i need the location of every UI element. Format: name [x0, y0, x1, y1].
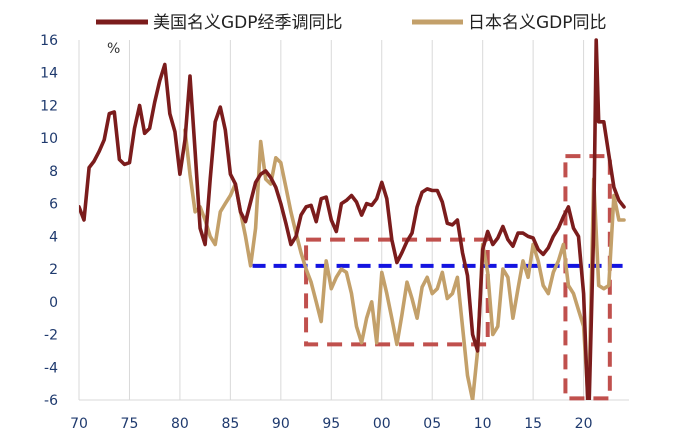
legend-label-japan: 日本名义GDP同比 [468, 13, 607, 33]
x-tick-label: 80 [171, 416, 189, 432]
x-tick-label: 90 [272, 416, 290, 432]
x-tick-label: 20 [575, 416, 593, 432]
x-tick-label: 15 [524, 416, 542, 432]
series-layer [79, 38, 626, 400]
x-tick-label: 85 [221, 416, 239, 432]
series-line-japan [183, 128, 626, 400]
y-tick-label: 16 [40, 33, 58, 49]
y-tick-label: -6 [44, 393, 58, 409]
y-tick-label: -4 [44, 360, 58, 376]
series-line-us [79, 38, 626, 400]
x-tick-label: 75 [121, 416, 139, 432]
y-tick-label: 8 [49, 164, 58, 180]
x-axis: 70 75 80 85 90 95 00 05 10 15 20 [70, 399, 629, 432]
y-unit-label: % [107, 41, 120, 57]
y-tick-label: 12 [40, 98, 58, 114]
x-tick-label: 10 [474, 416, 492, 432]
y-tick-label: 10 [40, 131, 58, 147]
y-tick-label: -2 [44, 328, 58, 344]
y-tick-label: 4 [49, 229, 58, 245]
y-tick-label: 6 [49, 197, 58, 213]
x-tick-label: 95 [322, 416, 340, 432]
x-tick-label: 70 [70, 416, 88, 432]
legend-label-us: 美国名义GDP经季调同比 [153, 13, 343, 33]
y-tick-label: 0 [49, 295, 58, 311]
x-tick-label: 00 [373, 416, 391, 432]
y-axis: 16 14 12 10 8 6 4 2 0 -2 -4 -6 [40, 33, 58, 409]
legend: 美国名义GDP经季调同比 日本名义GDP同比 [96, 13, 607, 33]
x-tick-label: 05 [423, 416, 441, 432]
y-tick-label: 14 [40, 66, 58, 82]
y-tick-label: 2 [49, 262, 58, 278]
